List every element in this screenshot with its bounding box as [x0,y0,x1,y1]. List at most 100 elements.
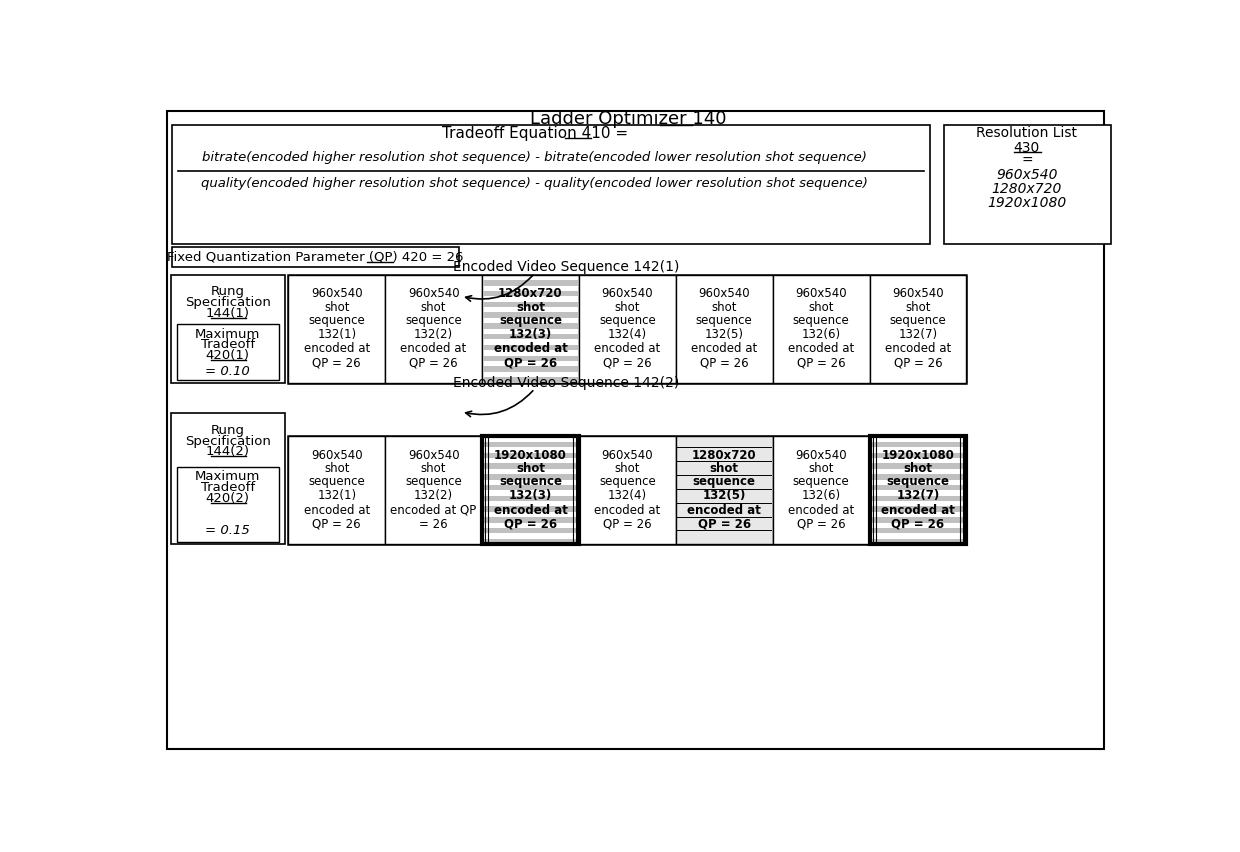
Text: QP = 26: QP = 26 [312,518,361,531]
Text: 960x540: 960x540 [795,449,847,462]
Text: QP = 26: QP = 26 [699,356,749,369]
Text: encoded at: encoded at [401,343,466,355]
Bar [482,377,578,383]
Text: Specification: Specification [185,296,270,309]
Text: 420(2): 420(2) [206,492,249,504]
Text: 1920x1080: 1920x1080 [987,196,1066,210]
Bar [482,436,579,544]
Bar [870,496,966,501]
Bar [386,436,482,544]
Text: sequence: sequence [498,475,562,488]
Text: shot: shot [904,463,932,475]
Text: shot: shot [709,463,739,475]
Text: encoded at: encoded at [885,343,951,355]
Text: encoded at: encoded at [787,343,854,355]
Bar [870,517,966,522]
Bar [482,517,578,522]
Bar [870,528,966,533]
Bar [870,506,966,512]
Text: shot: shot [905,301,931,314]
Text: 960x540: 960x540 [408,287,460,301]
Text: shot: shot [324,301,350,314]
Text: sequence: sequence [889,314,946,326]
Text: 1920x1080: 1920x1080 [494,449,567,462]
Bar [870,463,966,469]
Text: 132(7): 132(7) [897,489,940,502]
Text: encoded at: encoded at [882,504,955,517]
Bar [176,324,279,380]
Text: Fixed Quantization Parameter (QP) 420 = 26: Fixed Quantization Parameter (QP) 420 = … [167,250,464,263]
Text: QP = 26: QP = 26 [503,356,557,369]
Text: Resolution List: Resolution List [976,126,1078,140]
Text: 960x540: 960x540 [601,287,653,301]
Text: QP = 26: QP = 26 [797,518,846,531]
Text: Rung: Rung [211,285,244,298]
Text: encoded at QP: encoded at QP [391,504,476,517]
Text: shot: shot [420,463,446,475]
Text: QP = 26: QP = 26 [312,356,361,369]
Text: shot: shot [516,463,546,475]
Text: 960x540: 960x540 [996,169,1058,182]
Text: QP = 26: QP = 26 [603,356,652,369]
Bar [172,124,930,244]
Bar [773,274,869,383]
Text: 960x540: 960x540 [601,449,653,462]
Text: =: = [1021,153,1033,168]
Text: shot: shot [808,463,833,475]
Bar [676,436,773,544]
Text: 420(1): 420(1) [206,349,249,362]
Text: sequence: sequence [309,475,365,488]
Bar [482,274,579,383]
Text: Rung: Rung [211,423,244,437]
Text: shot: shot [420,301,446,314]
Text: sequence: sequence [498,314,562,326]
Bar [482,366,578,371]
Text: 132(1): 132(1) [317,489,356,502]
Text: shot: shot [808,301,833,314]
Text: 1280x720: 1280x720 [992,182,1063,196]
Bar [482,506,578,512]
Bar [676,274,773,383]
Text: sequence: sequence [696,314,753,326]
Text: encoded at: encoded at [691,343,758,355]
Bar [288,274,386,383]
Bar [482,355,578,361]
Text: sequence: sequence [405,475,463,488]
Text: Ladder Optimizer 140: Ladder Optimizer 140 [529,110,725,128]
Text: 430: 430 [1014,141,1040,155]
Text: 132(6): 132(6) [801,489,841,502]
Text: QP = 26: QP = 26 [797,356,846,369]
Text: shot: shot [516,301,546,314]
Text: 132(2): 132(2) [414,327,453,341]
Bar [870,538,966,544]
Bar [482,334,578,339]
Text: 132(4): 132(4) [608,327,647,341]
Text: sequence: sequence [887,475,950,488]
Text: encoded at: encoded at [687,504,761,517]
Text: encoded at: encoded at [304,343,370,355]
Bar [579,436,676,544]
Text: 960x540: 960x540 [408,449,460,462]
Bar [870,442,966,447]
Bar [870,475,966,480]
Bar [482,291,578,296]
Text: Encoded Video Sequence 142(1): Encoded Video Sequence 142(1) [454,260,680,274]
Bar [482,323,578,329]
Text: 132(3): 132(3) [508,327,552,341]
Text: = 26: = 26 [419,518,448,531]
Text: 132(5): 132(5) [704,327,744,341]
Text: sequence: sequence [792,475,849,488]
Text: encoded at: encoded at [494,504,568,517]
Text: 132(2): 132(2) [414,489,453,502]
Text: encoded at: encoded at [787,504,854,517]
Text: 144(2): 144(2) [206,446,249,458]
Text: 132(6): 132(6) [801,327,841,341]
Text: sequence: sequence [309,314,365,326]
Bar [482,528,578,533]
Text: sequence: sequence [792,314,849,326]
Text: sequence: sequence [599,314,656,326]
Text: = 0.10: = 0.10 [206,366,250,378]
Text: QP = 26: QP = 26 [892,518,945,531]
Bar [869,274,966,383]
Text: QP = 26: QP = 26 [603,518,652,531]
